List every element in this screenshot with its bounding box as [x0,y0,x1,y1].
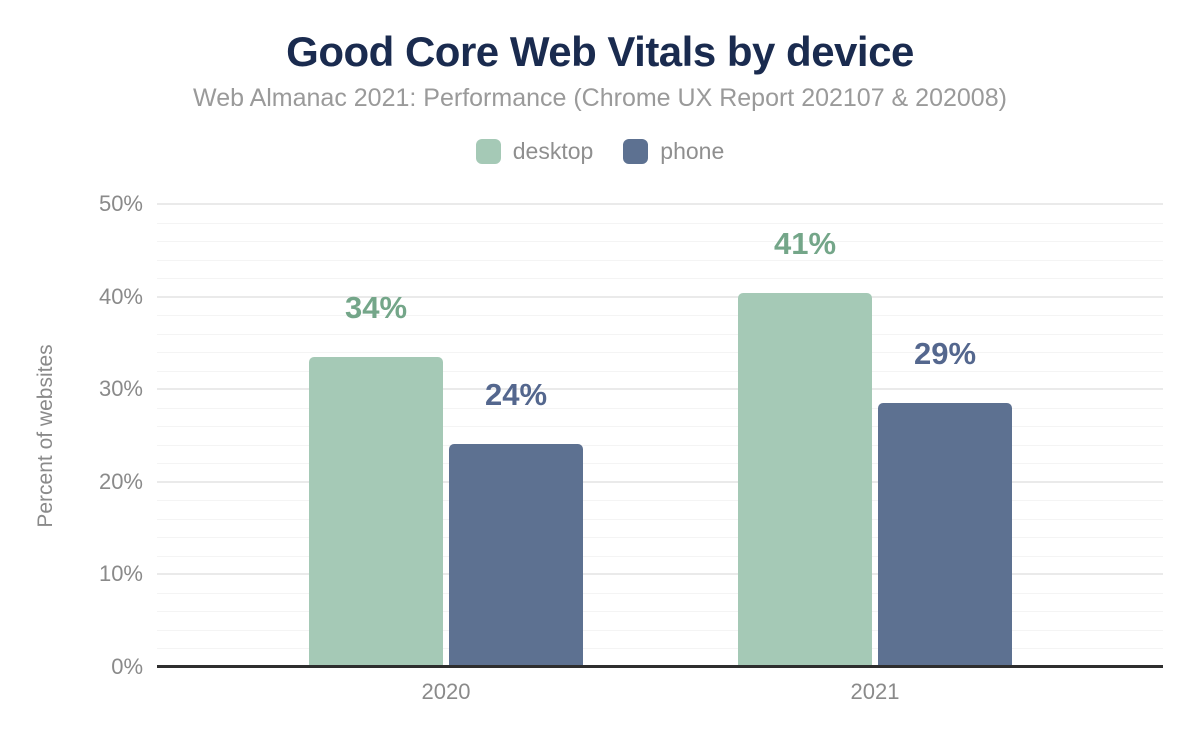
y-tick-0: 0% [111,654,143,679]
legend-label-desktop: desktop [512,137,594,164]
chart-title: Good Core Web Vitals by device [286,28,914,75]
gridline-major [157,573,1163,576]
bar-label-phone-2021: 29% [913,336,977,372]
y-tick-40: 40% [98,283,143,309]
x-axis-line [157,665,1163,668]
gridline-minor [157,592,1163,594]
gridline-minor [157,444,1163,446]
y-tick-30: 30% [98,376,143,402]
gridline-minor [157,333,1163,335]
gridline-minor [157,278,1163,280]
gridline-minor [157,426,1163,428]
bar-label-desktop-2020: 34% [344,289,408,325]
gridline-minor [157,500,1163,502]
bar-phone-2020 [449,443,583,667]
gridline-minor [157,555,1163,557]
gridline-minor [157,537,1163,539]
legend-item-phone: phone [623,137,725,164]
gridline-minor [157,611,1163,613]
y-axis-title: Percent of websites [34,343,57,528]
gridline-minor [157,629,1163,631]
legend-item-desktop: desktop [475,137,594,164]
legend: desktop phone [0,138,1200,164]
gridline-minor [157,241,1163,243]
x-tick-2020: 2020 [421,679,471,704]
gridline-major [157,480,1163,483]
y-tick-50: 50% [98,191,143,216]
legend-swatch-phone [623,138,649,164]
gridline-minor [157,518,1163,520]
gridline-major [157,295,1163,298]
legend-label-phone: phone [660,137,725,164]
bar-label-phone-2020: 24% [484,376,548,412]
gridline-major [157,203,1163,205]
y-tick-20: 20% [98,468,143,494]
gridline-minor [157,352,1163,354]
y-tick-10: 10% [98,561,143,587]
gridline-major [157,388,1163,391]
gridline-minor [157,648,1163,650]
bar-desktop-2020 [309,356,443,667]
bar-desktop-2021 [738,292,872,667]
chart-subtitle: Web Almanac 2021: Performance (Chrome UX… [193,84,1007,112]
gridline-minor [157,407,1163,409]
gridline-minor [157,259,1163,261]
gridline-minor [157,315,1163,317]
gridline-minor [157,370,1163,372]
bar-phone-2021 [878,403,1012,667]
legend-swatch-desktop [475,138,501,164]
bar-label-desktop-2021: 41% [773,225,837,261]
gridline-minor [157,222,1163,224]
gridline-minor [157,463,1163,465]
x-tick-2021: 2021 [850,679,900,704]
